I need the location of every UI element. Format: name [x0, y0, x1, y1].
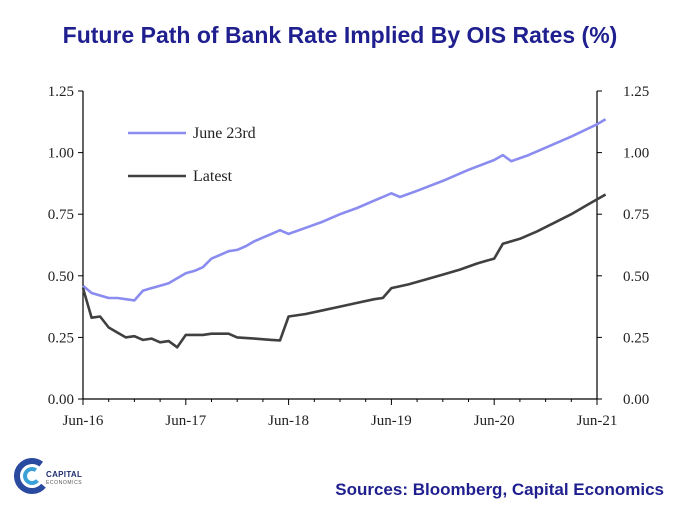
axes: 0.00 0.00 0.25 0.25 0.50 0.50 0.75 0.75 1.00 1.00…: [48, 84, 650, 429]
chart-title: Future Path of Bank Rate Implied By OIS …: [62, 22, 618, 48]
y-tick-label-left: 0.50: [48, 269, 74, 285]
source-note: Sources: Bloomberg, Capital Economics: [335, 480, 664, 499]
y-tick-label-right: 0.75: [623, 207, 649, 223]
series-line-june-23rd: [82, 118, 607, 302]
y-tick-label-left: 0.75: [48, 207, 74, 223]
y-tick-label-left: 0.25: [48, 330, 74, 346]
y-tick-label-right: 1.25: [623, 84, 649, 100]
y-tick-label-right: 0.00: [623, 392, 649, 408]
y-tick-label-right: 1.00: [623, 146, 649, 162]
x-tick-label: Jun-16: [63, 413, 104, 429]
legend-label: June 23rd: [193, 125, 256, 142]
capital-economics-logo: [14, 458, 50, 494]
x-tick-label: Jun-18: [268, 413, 309, 429]
y-tick-label-left: 0.00: [48, 392, 74, 408]
y-tick-label-right: 0.25: [623, 330, 649, 346]
x-tick-label: Jun-17: [165, 413, 206, 429]
logo-subtitle: ECONOMICS: [46, 480, 83, 486]
logo-name: CAPITAL: [46, 470, 83, 479]
x-tick-label: Jun-21: [577, 413, 618, 429]
legend-label: Latest: [193, 168, 233, 185]
x-tick-label: Jun-20: [474, 413, 515, 429]
legend: June 23rd Latest: [128, 125, 256, 185]
y-tick-label-right: 0.50: [623, 269, 649, 285]
y-tick-label-left: 1.00: [48, 146, 74, 162]
x-tick-label: Jun-19: [371, 413, 412, 429]
y-tick-label-left: 1.25: [48, 84, 74, 100]
series-layer: [81, 118, 607, 349]
series-line-latest: [81, 193, 607, 349]
